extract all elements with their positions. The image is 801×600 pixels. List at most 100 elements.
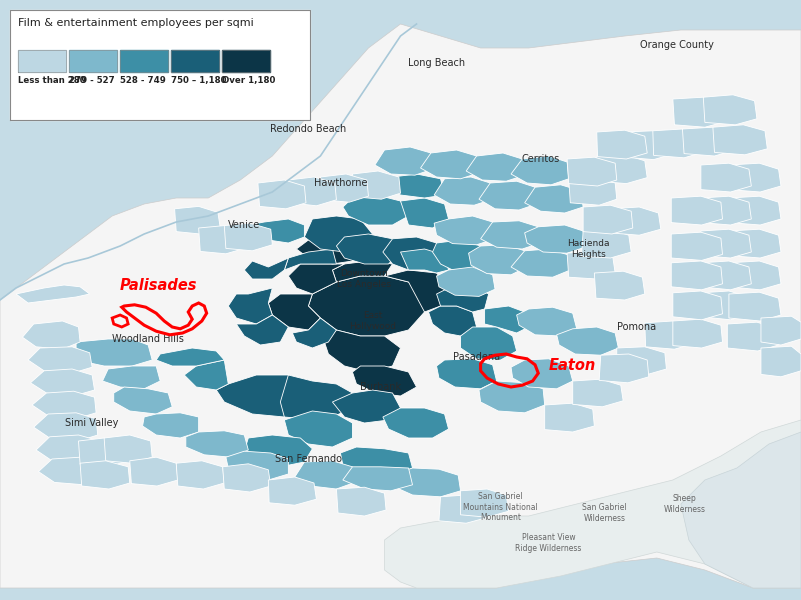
Text: 528 - 749: 528 - 749 [120,76,166,85]
Polygon shape [583,205,633,234]
Text: San Gabriel
Wilderness: San Gabriel Wilderness [582,503,627,523]
Polygon shape [34,413,98,441]
Polygon shape [304,216,372,252]
Polygon shape [10,10,310,120]
Text: Redondo Beach: Redondo Beach [270,124,347,134]
Polygon shape [216,375,324,417]
Polygon shape [18,50,66,72]
Text: Downtown
Los Angeles: Downtown Los Angeles [337,269,392,289]
Polygon shape [384,420,801,588]
Polygon shape [292,318,336,348]
Polygon shape [143,413,199,438]
Polygon shape [284,411,352,447]
Polygon shape [226,451,288,480]
Polygon shape [701,291,751,320]
Polygon shape [28,347,92,373]
Polygon shape [30,369,95,396]
Polygon shape [437,359,497,389]
Polygon shape [332,390,400,423]
Polygon shape [461,489,509,517]
Polygon shape [336,487,386,516]
Polygon shape [434,216,495,245]
Polygon shape [599,354,649,383]
Polygon shape [433,240,489,270]
Polygon shape [284,249,336,270]
Text: Pasadena: Pasadena [453,352,500,362]
Polygon shape [671,196,723,225]
Polygon shape [461,327,517,360]
Polygon shape [248,219,304,243]
Polygon shape [511,156,569,185]
Polygon shape [343,195,409,225]
Polygon shape [268,294,320,330]
Polygon shape [80,461,130,489]
Text: Simi Valley: Simi Valley [66,418,119,428]
Polygon shape [340,447,413,477]
Polygon shape [517,307,577,336]
Polygon shape [653,129,705,158]
Polygon shape [582,229,631,258]
Text: Pomona: Pomona [618,322,656,332]
Polygon shape [729,229,781,258]
Text: Pleasant View
Ridge Wilderness: Pleasant View Ridge Wilderness [516,533,582,553]
Polygon shape [288,177,336,206]
Polygon shape [258,180,306,209]
Polygon shape [175,206,220,234]
Polygon shape [280,375,352,419]
Polygon shape [236,315,288,345]
Polygon shape [36,435,103,463]
Polygon shape [469,245,527,275]
Polygon shape [761,316,801,345]
Polygon shape [114,387,172,414]
Text: Long Beach: Long Beach [408,58,465,68]
Polygon shape [295,461,356,489]
Polygon shape [727,322,779,351]
Polygon shape [701,163,751,192]
Polygon shape [729,292,781,321]
Polygon shape [434,177,493,205]
Text: San Gabriel
Mountains National
Monument: San Gabriel Mountains National Monument [463,492,538,522]
Polygon shape [78,438,128,467]
Text: Palisades: Palisades [120,277,197,292]
Polygon shape [16,285,90,303]
Text: San Fernando: San Fernando [275,454,342,464]
Polygon shape [383,408,449,438]
Polygon shape [320,174,368,202]
Polygon shape [594,271,645,300]
Polygon shape [479,181,537,210]
Text: Cerritos: Cerritos [521,154,560,164]
Polygon shape [244,258,288,279]
Polygon shape [268,477,316,505]
Text: Less than 280: Less than 280 [18,76,86,85]
Polygon shape [76,339,152,366]
Polygon shape [384,270,449,312]
Polygon shape [296,237,352,264]
Polygon shape [673,319,723,348]
Polygon shape [336,234,400,264]
Polygon shape [386,174,445,198]
Polygon shape [569,177,617,205]
Polygon shape [324,330,400,372]
Polygon shape [597,130,647,159]
Polygon shape [352,366,417,396]
Polygon shape [479,381,545,413]
Text: Film & entertainment employees per sqmi: Film & entertainment employees per sqmi [18,18,254,28]
Polygon shape [375,147,433,175]
Polygon shape [437,267,495,296]
Polygon shape [391,468,461,497]
Polygon shape [597,155,647,184]
Text: Over 1,180: Over 1,180 [222,76,276,85]
Polygon shape [573,379,623,407]
Text: Burbank: Burbank [360,382,401,392]
Text: Hacienda
Heights: Hacienda Heights [567,239,610,259]
Polygon shape [645,321,695,349]
Polygon shape [343,467,413,491]
Polygon shape [22,321,80,349]
Polygon shape [0,24,801,588]
Polygon shape [171,50,219,72]
Text: Orange County: Orange County [640,40,714,50]
Polygon shape [671,261,723,290]
Text: Hawthorne: Hawthorne [314,178,367,188]
Polygon shape [557,327,618,355]
Polygon shape [525,225,585,253]
